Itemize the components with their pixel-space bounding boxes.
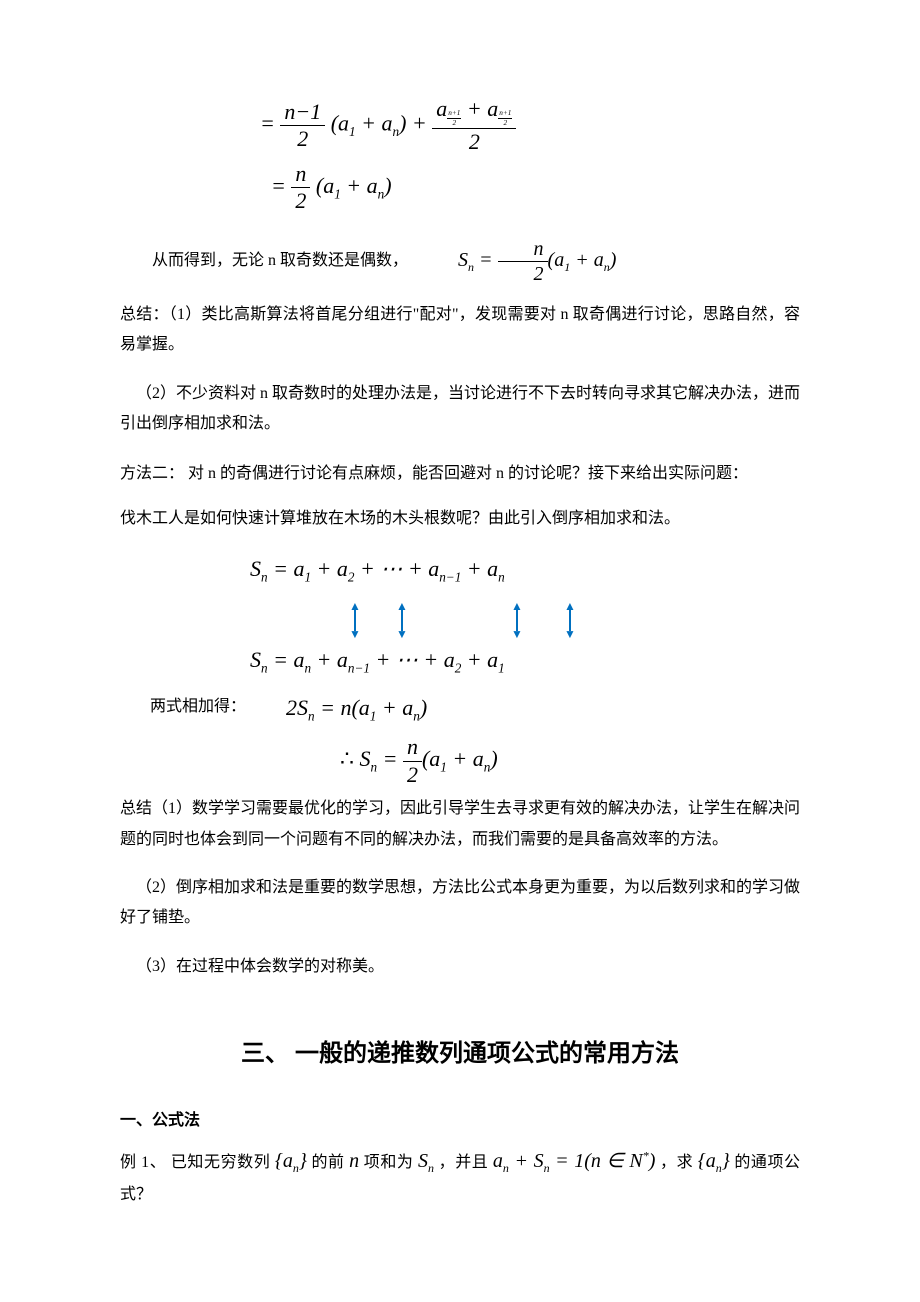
summary-3: 总结（1）数学学习需要最优化的学习，因此引导学生去寻求更有效的解决办法，让学生在… (120, 794, 800, 855)
summary-5: （3）在过程中体会数学的对称美。 (120, 952, 800, 982)
therefore-formula: ∴ Sn = n2(a1 + an) (120, 734, 800, 788)
section-3-title: 三、 一般的递推数列通项公式的常用方法 (120, 1032, 800, 1078)
ex1-mid2: 项和为 (364, 1154, 414, 1171)
subsection-1-title: 一、公式法 (120, 1106, 800, 1136)
method2-question: 伐木工人是如何快速计算堆放在木场的木头根数呢？由此引入倒序相加求和法。 (120, 504, 800, 534)
ex1-eq: an + Sn = 1(n ∈ N*) (493, 1150, 656, 1172)
sn-reverse: Sn = an + an−1 + ⋯ + a2 + a1 (120, 639, 800, 681)
ex1-set-an: an (275, 1150, 307, 1172)
summary-2: （2）不少资料对 n 取奇数时的处理办法是，当讨论进行不下去时转向寻求其它解决办… (120, 379, 800, 440)
sn-forward: Sn = a1 + a2 + ⋯ + an−1 + an (120, 548, 800, 590)
equation-step-2: = n2 (a1 + an) (120, 161, 800, 215)
result-line-text: 从而得到，无论 n 取奇数还是偶数， (120, 246, 408, 276)
ex1-mid3: ，并且 (439, 1154, 489, 1171)
summary-1: 总结：（1）类比高斯算法将首尾分组进行"配对"，发现需要对 n 取奇偶进行讨论，… (120, 300, 800, 361)
method2-intro: 方法二： 对 n 的奇偶进行讨论有点麻烦，能否回避对 n 的讨论呢？接下来给出实… (120, 459, 800, 489)
ex1-mid1: 的前 (311, 1154, 344, 1171)
arrow-icon: ▲▼ (348, 603, 362, 637)
ex1-set-an-2: an (698, 1150, 730, 1172)
equation-step-1: = n−12 (a1 + an) + an+12 + an+12 2 (120, 96, 800, 155)
result-formula: Sn = n2(a1 + an) (426, 237, 616, 286)
arrow-icon: ▲▼ (563, 603, 577, 637)
ex1-pre: 例 1、 已知无穷数列 (120, 1154, 270, 1171)
two-add-line: 两式相加得： 2Sn = n(a1 + an) (120, 687, 800, 729)
arrow-icon: ▲▼ (510, 603, 524, 637)
result-line: 从而得到，无论 n 取奇数还是偶数， Sn = n2(a1 + an) (120, 237, 800, 286)
ex1-mid4: ，求 (660, 1154, 693, 1171)
summary-4: （2）倒序相加求和法是重要的数学思想，方法比公式本身更为重要，为以后数列求和的学… (120, 873, 800, 934)
ex1-sn: Sn (418, 1150, 434, 1172)
example-1: 例 1、 已知无穷数列 an 的前 n 项和为 Sn ，并且 an + Sn =… (120, 1142, 800, 1210)
ex1-n: n (349, 1150, 359, 1172)
two-sn-formula: 2Sn = n(a1 + an) (286, 687, 427, 729)
two-add-label: 两式相加得： (150, 692, 246, 722)
pairing-arrows: ▲▼ ▲▼ ▲▼ ▲▼ (120, 592, 800, 637)
arrow-icon: ▲▼ (395, 603, 409, 637)
